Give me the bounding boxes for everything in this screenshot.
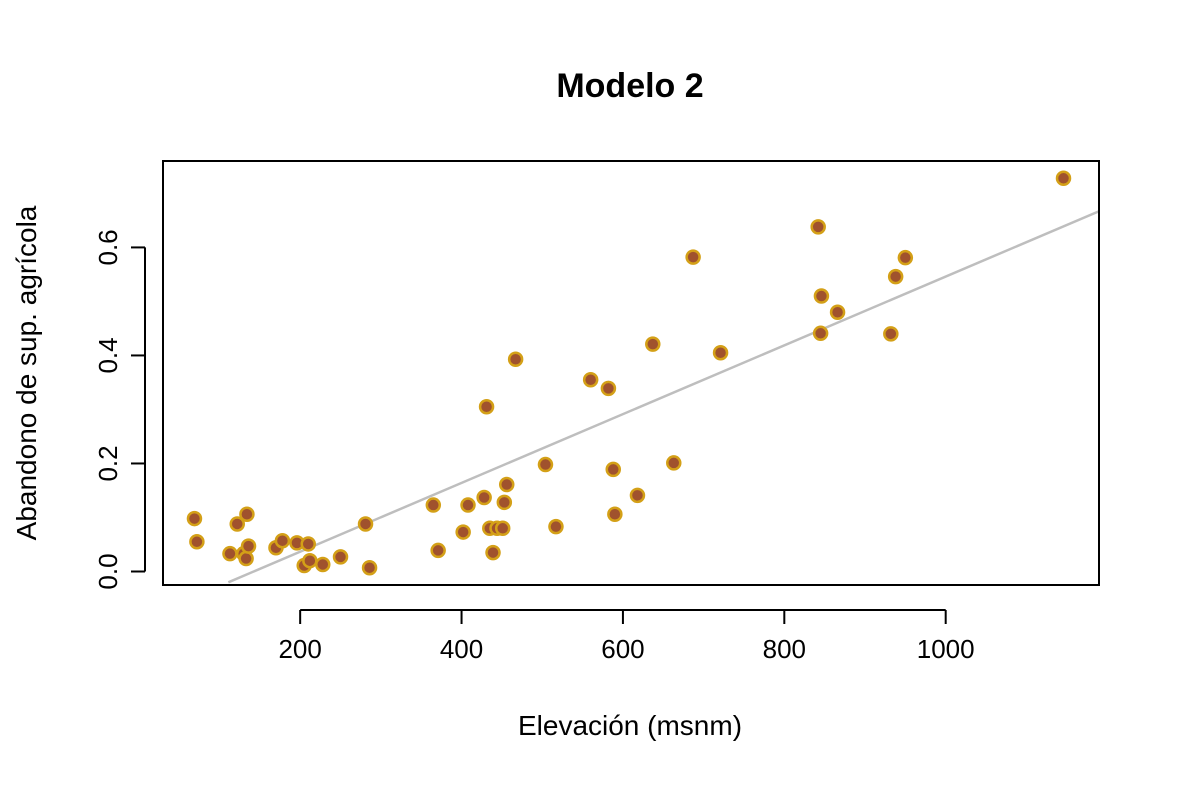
scatter-point (186, 510, 203, 527)
scatter-point (274, 532, 291, 549)
x-tick-label: 400 (440, 634, 483, 664)
scatter-point (476, 489, 492, 506)
scatter-point (460, 497, 476, 513)
scatter-point (645, 336, 661, 352)
scatter-point (810, 219, 826, 235)
scatter-point (240, 538, 257, 554)
scatter-point (537, 456, 554, 473)
y-tick-label: 0.4 (93, 337, 123, 373)
x-axis: 200 400 600 800 1000 (278, 609, 975, 664)
scatter-point (883, 326, 899, 342)
x-tick-label: 1000 (917, 634, 975, 664)
scatter-point (357, 516, 374, 532)
scatter-point (300, 536, 316, 552)
scatter-point (189, 534, 205, 550)
scatter-point (315, 556, 331, 573)
scatter-point (685, 249, 701, 265)
scatter-point (302, 552, 318, 569)
scatter-point (507, 351, 524, 367)
scatter-point (887, 268, 904, 285)
scatter-point (582, 372, 599, 388)
scatter-point (600, 380, 617, 397)
scatter-point (238, 550, 254, 567)
scatter-point (229, 516, 245, 532)
scatter-point (812, 325, 829, 342)
scatter-point (494, 520, 511, 537)
scatter-point (498, 476, 515, 493)
x-axis-label: Elevación (msnm) (518, 710, 742, 741)
plot-area (162, 160, 1100, 586)
x-tick-label: 800 (763, 634, 806, 664)
scatter-point (332, 549, 349, 565)
scatter-point (666, 455, 682, 471)
scatter-point (813, 288, 830, 304)
y-tick-label: 0.0 (93, 553, 123, 589)
x-tick-label: 200 (278, 634, 321, 664)
x-tick-label: 600 (601, 634, 644, 664)
scatter-point (829, 304, 846, 320)
scatter-point (361, 559, 378, 576)
scatter-point (430, 542, 446, 559)
scatter-point (222, 545, 238, 562)
scatter-point (605, 461, 621, 478)
scatter-point (712, 344, 729, 361)
scatter-point (897, 249, 914, 266)
scatter-point (478, 399, 495, 415)
scatter-point (548, 518, 564, 535)
fit-line-layer (227, 210, 1099, 584)
chart-title: Modelo 2 (556, 67, 703, 105)
y-tick-label: 0.2 (93, 445, 123, 481)
y-tick-label: 0.6 (93, 229, 123, 265)
scatter-point (629, 487, 646, 504)
fit-line (227, 210, 1099, 584)
y-axis: 0.0 0.2 0.4 0.6 (93, 229, 146, 590)
points-layer (186, 170, 1072, 576)
scatter-point (496, 494, 513, 511)
scatter-point (425, 497, 442, 513)
scatter-point (239, 506, 255, 522)
plot-frame (162, 160, 1100, 586)
scatter-point (1055, 170, 1072, 187)
scatter-point (485, 544, 501, 561)
scatter-point (607, 506, 623, 522)
scatter-point (455, 524, 471, 540)
y-axis-label: Abandono de sup. agrícola (11, 205, 42, 540)
